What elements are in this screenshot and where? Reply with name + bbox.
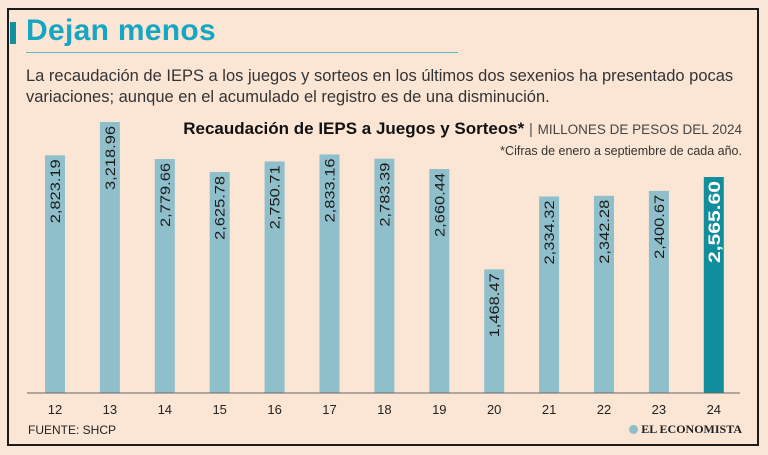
data-label: 2,565.60 xyxy=(705,181,724,263)
x-tick-label: 16 xyxy=(267,402,281,417)
title-divider xyxy=(26,52,458,53)
bar xyxy=(539,196,560,393)
bar xyxy=(154,158,175,393)
bar xyxy=(484,269,505,393)
data-label: 1,468.47 xyxy=(486,273,502,337)
bar xyxy=(594,195,614,393)
bar xyxy=(429,169,450,393)
bar xyxy=(648,190,669,393)
x-tick-label: 20 xyxy=(487,402,501,417)
title-accent-bar xyxy=(10,22,16,44)
bar xyxy=(99,122,120,393)
x-tick-label: 13 xyxy=(103,402,117,417)
bar xyxy=(374,158,395,393)
data-label: 2,400.67 xyxy=(651,195,667,259)
x-tick-label: 23 xyxy=(652,402,666,417)
data-label: 2,334.32 xyxy=(541,200,557,264)
logo-text: EL ECONOMISTA xyxy=(641,422,742,436)
x-tick-label: 15 xyxy=(212,402,226,417)
data-label: 2,750.71 xyxy=(267,165,283,229)
chart-unit: MILLONES DE PESOS DEL 2024 xyxy=(537,122,742,137)
data-label: 2,660.44 xyxy=(431,173,447,237)
x-tick-label: 12 xyxy=(48,402,62,417)
publisher-logo: EL ECONOMISTA xyxy=(629,422,742,437)
source-note: FUENTE: SHCP xyxy=(28,423,117,437)
subtitle: La recaudación de IEPS a los juegos y so… xyxy=(26,67,734,106)
bar xyxy=(209,171,230,393)
x-tick-label: 24 xyxy=(707,402,721,417)
data-label: 2,823.19 xyxy=(47,159,63,223)
x-tick-label: 18 xyxy=(377,402,391,417)
bar xyxy=(45,155,65,393)
data-label: 2,783.39 xyxy=(376,162,392,226)
data-label: 2,342.28 xyxy=(596,200,612,264)
x-tick-label: 19 xyxy=(432,402,446,417)
logo-icon xyxy=(629,425,639,434)
chart-note: *Cifras de enero a septiembre de cada añ… xyxy=(500,144,742,158)
x-tick-label: 21 xyxy=(542,402,556,417)
x-tick-label: 17 xyxy=(322,402,336,417)
x-tick-label: 22 xyxy=(597,402,611,417)
data-label: 2,625.78 xyxy=(212,176,228,240)
bar xyxy=(703,177,724,393)
bar xyxy=(319,154,340,393)
chart-title: Recaudación de IEPS a Juegos y Sorteos* … xyxy=(183,119,742,138)
chart-title-text: Recaudación de IEPS a Juegos y Sorteos* xyxy=(183,119,525,138)
data-label: 2,833.16 xyxy=(322,158,338,222)
bar xyxy=(264,161,285,393)
page-title: Dejan menos xyxy=(26,14,217,47)
x-tick-label: 14 xyxy=(158,402,172,417)
data-label: 2,779.66 xyxy=(157,163,173,227)
data-label: 3,218.96 xyxy=(102,126,118,190)
